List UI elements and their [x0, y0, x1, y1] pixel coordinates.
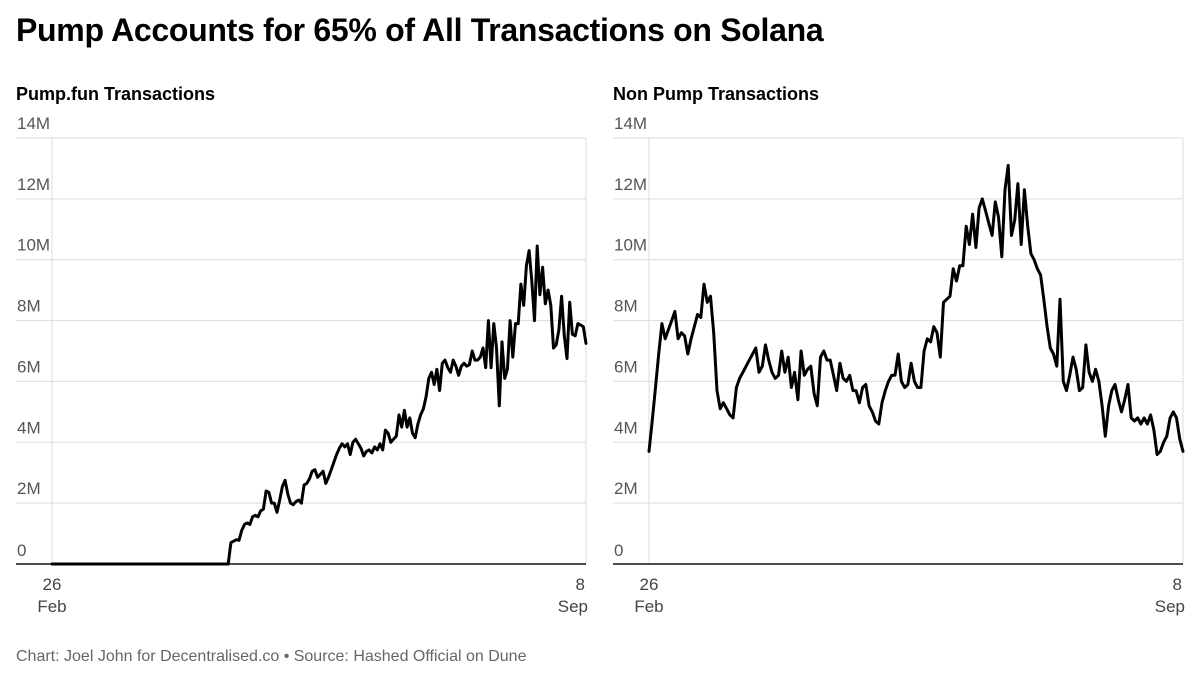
y-tick-label: 4M: [17, 418, 41, 437]
y-tick-label: 4M: [614, 418, 638, 437]
series-line: [647, 163, 1185, 456]
y-tick-label: 6M: [614, 357, 638, 376]
y-tick-label: 14M: [17, 114, 50, 133]
y-tick-label: 10M: [614, 236, 647, 255]
x-tick-label: 8: [576, 575, 585, 594]
x-tick-label: 26: [43, 575, 62, 594]
series-line: [50, 244, 588, 566]
chart-title-pump: Pump.fun Transactions: [16, 84, 216, 104]
chart-panel-pump: 0 2M 4M 6M 8M 10M 12M 14M 26 Feb 8 Sep Pump.fun Tra…: [0, 80, 590, 630]
chart-panel-non-pump: 0 2M 4M 6M 8M 10M 12M 14M 26 Feb 8 Sep Non Pump Tra…: [597, 80, 1187, 630]
x-tick-label: 8: [1173, 575, 1182, 594]
y-tick-label: 2M: [17, 479, 41, 498]
chart-title-non-pump: Non Pump Transactions: [613, 84, 820, 104]
chart-svg-pump: 0 2M 4M 6M 8M 10M 12M 14M 26 Feb 8 Sep: [16, 114, 588, 616]
y-tick-label: 14M: [614, 114, 647, 133]
x-tick-label: Sep: [1155, 597, 1185, 616]
x-tick-label: Feb: [634, 597, 663, 616]
y-tick-label: 0: [614, 541, 623, 560]
y-tick-label: 12M: [614, 175, 647, 194]
x-tick-label: Feb: [37, 597, 66, 616]
y-tick-label: 12M: [17, 175, 50, 194]
y-tick-label: 6M: [17, 357, 41, 376]
y-tick-label: 8M: [17, 297, 41, 316]
page-title: Pump Accounts for 65% of All Transaction…: [16, 12, 824, 48]
y-tick-label: 10M: [17, 236, 50, 255]
x-tick-label: Sep: [558, 597, 588, 616]
y-tick-label: 2M: [614, 479, 638, 498]
y-tick-label: 8M: [614, 297, 638, 316]
chart-svg-non-pump: 0 2M 4M 6M 8M 10M 12M 14M 26 Feb 8 Sep: [613, 114, 1185, 616]
x-tick-label: 26: [640, 575, 659, 594]
chart-source-footer: Chart: Joel John for Decentralised.co • …: [16, 648, 527, 665]
y-tick-label: 0: [17, 541, 26, 560]
